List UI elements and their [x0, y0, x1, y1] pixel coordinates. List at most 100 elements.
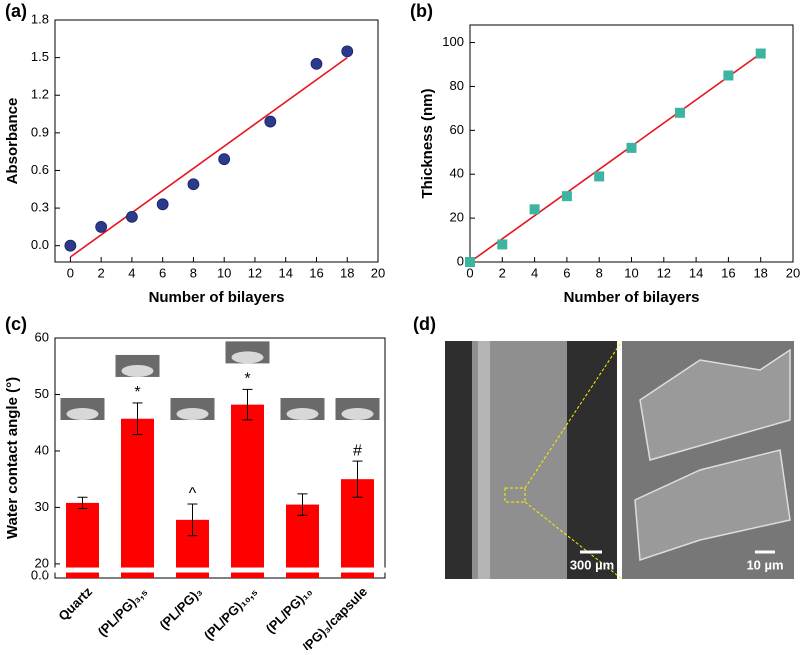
x-tick-label: 14	[689, 265, 703, 280]
plot-frame	[54, 19, 379, 263]
point	[723, 70, 734, 81]
point	[156, 198, 169, 211]
point	[465, 257, 475, 267]
significance-mark: *	[244, 371, 250, 388]
significance-mark: ^	[189, 485, 197, 502]
point	[561, 191, 572, 202]
y-tick-label: 0.0	[31, 567, 49, 582]
x-tick-label: (PL/PG)₁₀	[263, 584, 315, 636]
x-tick-label: 2	[499, 265, 506, 280]
y-tick-label: 100	[442, 34, 464, 49]
point	[310, 57, 323, 70]
droplet	[66, 408, 99, 420]
point	[497, 239, 508, 250]
x-tick-label: 20	[786, 265, 800, 280]
y-tick-label: 60	[450, 122, 464, 137]
bar	[121, 418, 154, 578]
point	[264, 115, 277, 128]
fit-line	[469, 52, 762, 263]
point	[755, 48, 766, 59]
x-tick-label: 14	[278, 265, 292, 280]
point	[126, 210, 138, 223]
point	[529, 204, 540, 215]
droplet	[231, 351, 264, 364]
x-tick-label: 12	[248, 265, 262, 280]
bar	[66, 502, 99, 578]
fit-line	[69, 56, 348, 258]
x-tick-label: (PL/PG)₃,₅	[95, 584, 150, 639]
x-tick-label: 18	[340, 265, 354, 280]
y-axis-label: Thickness (nm)	[419, 88, 436, 198]
y-tick-label: 1.8	[31, 11, 49, 26]
y-tick-label: 0	[457, 253, 464, 268]
panel-label: (c)	[5, 314, 27, 334]
micrograph-texture	[634, 348, 791, 562]
significance-mark: #	[353, 442, 362, 459]
x-tick-label: 12	[657, 265, 671, 280]
x-axis-label: Number of bilayers	[564, 289, 700, 306]
x-tick-label: 16	[721, 265, 735, 280]
x-tick-label: 16	[309, 265, 323, 280]
x-tick-label: 4	[531, 265, 538, 280]
point	[64, 239, 77, 252]
x-tick-label: (PL/PG)₁₀,₅	[201, 584, 260, 643]
scale-label: 10 µm	[746, 557, 783, 572]
y-tick-label: 0.3	[31, 200, 49, 215]
panel-label: (d)	[413, 314, 436, 334]
x-tick-label: 20	[371, 265, 385, 280]
scale-label: 300 µm	[570, 557, 614, 572]
micrograph-panel: 300 µm 10 µm (d)	[413, 314, 794, 580]
droplet	[121, 364, 154, 377]
y-tick-label: 20	[450, 210, 464, 225]
point	[594, 171, 605, 182]
x-tick-label: 10	[217, 265, 231, 280]
panel-label: (b)	[410, 1, 433, 21]
x-tick-label: 2	[98, 265, 105, 280]
x-tick-label: 4	[128, 265, 135, 280]
point	[626, 142, 637, 153]
y-tick-label: 40	[450, 166, 464, 181]
x-tick-label: 6	[563, 265, 570, 280]
significance-mark: *	[134, 384, 140, 401]
zoom-line	[524, 501, 623, 580]
y-tick-label: 80	[450, 78, 464, 93]
x-tick-label: (PL/PG)₃	[156, 584, 205, 633]
y-tick-label: 0.6	[31, 162, 49, 177]
point	[218, 153, 231, 166]
plot-frame	[54, 337, 386, 579]
y-tick-label: 50	[35, 386, 49, 401]
panel-label: (a)	[5, 1, 27, 21]
y-tick-label: 20	[35, 555, 49, 570]
x-tick-label: Quartz	[55, 584, 95, 624]
y-tick-label: 0.0	[31, 237, 49, 252]
fiber-highlight	[478, 341, 490, 579]
droplet	[176, 408, 209, 420]
point	[187, 178, 200, 191]
y-tick-label: 60	[35, 329, 49, 344]
bar	[286, 504, 319, 578]
y-axis-label: Water contact angle (°)	[4, 377, 21, 539]
droplet	[286, 408, 319, 420]
axis-break	[47, 567, 393, 573]
x-tick-label: 10	[624, 265, 638, 280]
x-tick-label: 6	[159, 265, 166, 280]
x-tick-label: 8	[596, 265, 603, 280]
x-tick-label: 0	[466, 265, 473, 280]
y-axis-label: Absorbance	[4, 98, 21, 185]
droplet	[341, 408, 374, 420]
zoom-box	[504, 487, 526, 503]
y-tick-label: 1.5	[31, 49, 49, 64]
y-tick-label: 0.9	[31, 124, 49, 139]
x-tick-label: 0	[67, 265, 74, 280]
y-tick-label: 1.2	[31, 87, 49, 102]
point	[674, 107, 685, 118]
y-tick-label: 30	[35, 499, 49, 514]
x-tick-label: 18	[753, 265, 767, 280]
bar	[231, 404, 264, 578]
x-axis-label: Number of bilayers	[149, 289, 285, 306]
point	[341, 45, 354, 58]
y-tick-label: 40	[35, 442, 49, 457]
point	[95, 220, 108, 233]
zoom-line	[524, 340, 623, 489]
